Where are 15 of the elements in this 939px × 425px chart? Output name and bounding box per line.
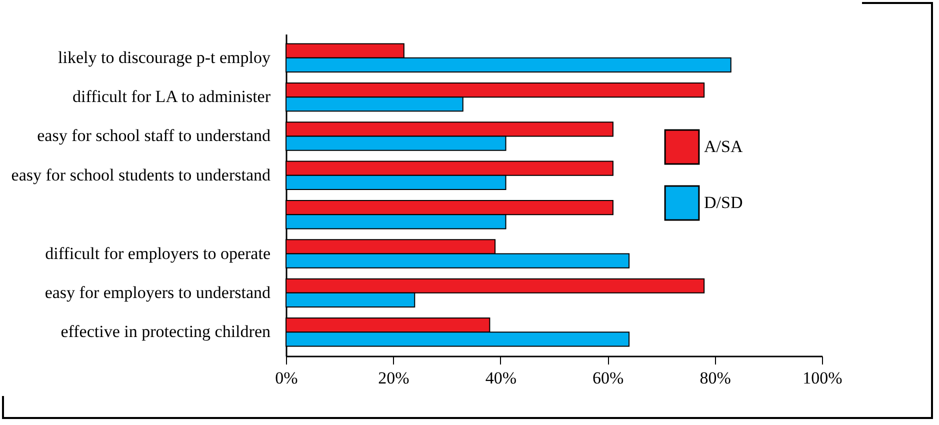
legend-label: A/SA: [704, 137, 744, 156]
y-tick-label: easy for employers to understand: [44, 282, 271, 302]
y-tick-label: likely to discourage p-t employ: [58, 48, 271, 67]
y-tick-label: easy for school students to understand: [11, 165, 271, 184]
x-tick-label: 40%: [485, 368, 516, 388]
x-tick-label: 0%: [275, 368, 298, 388]
x-tick-label: 20%: [378, 368, 410, 388]
x-tick-label: 100%: [802, 368, 842, 388]
y-tick-label: effective in protecting children: [60, 322, 271, 342]
y-tick-label: difficult for LA to administer: [72, 87, 271, 106]
x-tick-label: 80%: [700, 368, 731, 388]
y-tick-label: easy for school staff to understand: [37, 126, 271, 146]
legend-label: D/SD: [704, 193, 743, 212]
x-tick-label: 60%: [592, 368, 624, 388]
y-tick-label: difficult for employers to operate: [45, 244, 270, 263]
